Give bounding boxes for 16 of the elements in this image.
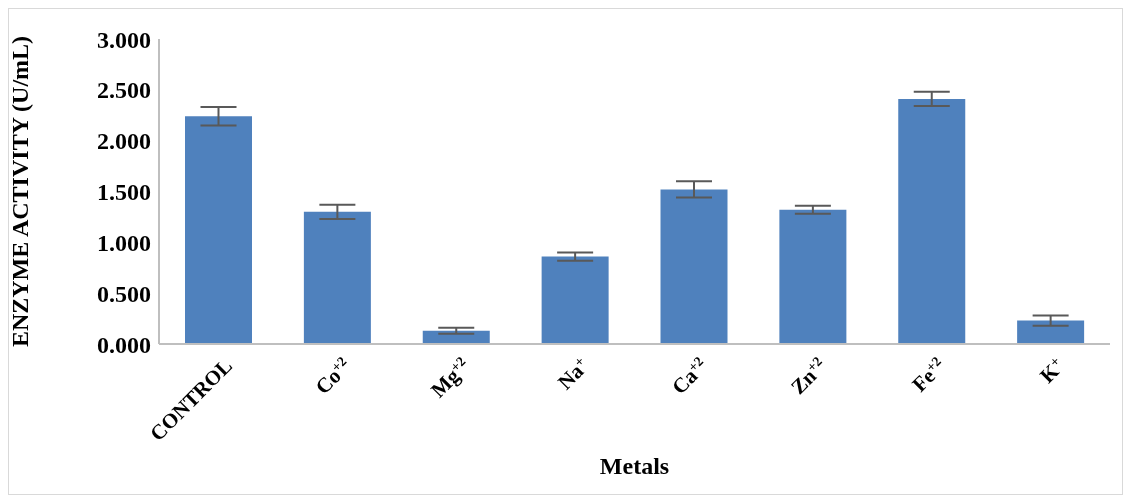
y-tick-label: 3.000 — [97, 26, 151, 53]
y-tick-label: 2.000 — [97, 128, 151, 155]
bar — [541, 256, 609, 344]
x-axis-title: Metals — [599, 453, 670, 479]
y-axis-title: ENZYME ACTIVITY (U/mL) — [6, 35, 33, 348]
bar — [1017, 320, 1085, 344]
bar — [185, 116, 252, 344]
bar — [779, 209, 847, 344]
bar — [660, 189, 728, 344]
bar — [898, 98, 966, 344]
y-tick-label: 1.000 — [97, 229, 151, 256]
y-tick-label: 1.500 — [97, 179, 151, 206]
bar — [303, 211, 371, 344]
y-tick-label: 2.500 — [97, 77, 151, 104]
y-tick-label: 0.500 — [97, 280, 151, 307]
y-tick-label: 0.000 — [97, 331, 151, 358]
